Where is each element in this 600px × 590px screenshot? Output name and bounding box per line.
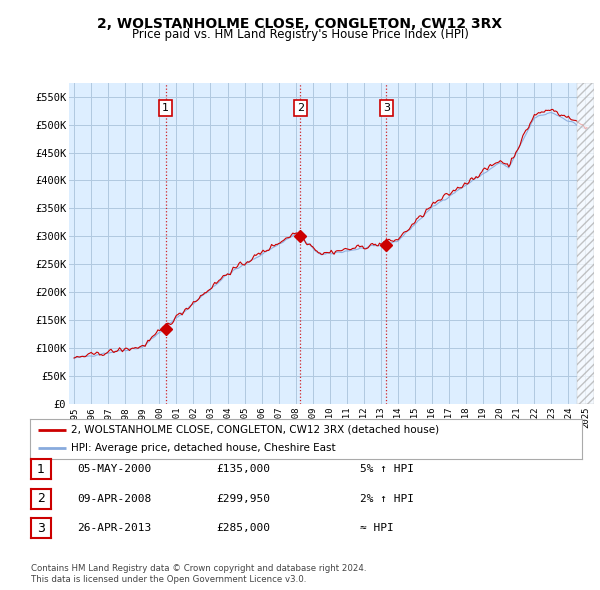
Text: 2: 2 [297,103,304,113]
Text: 1: 1 [37,463,45,476]
Text: 3: 3 [37,522,45,535]
Text: 09-APR-2008: 09-APR-2008 [77,494,151,503]
Text: £299,950: £299,950 [216,494,270,503]
Text: Contains HM Land Registry data © Crown copyright and database right 2024.: Contains HM Land Registry data © Crown c… [31,565,367,573]
Text: £135,000: £135,000 [216,464,270,474]
Text: 26-APR-2013: 26-APR-2013 [77,523,151,533]
Text: ≈ HPI: ≈ HPI [360,523,394,533]
Text: £285,000: £285,000 [216,523,270,533]
Text: 2% ↑ HPI: 2% ↑ HPI [360,494,414,503]
Text: 1: 1 [162,103,169,113]
Text: 05-MAY-2000: 05-MAY-2000 [77,464,151,474]
Text: This data is licensed under the Open Government Licence v3.0.: This data is licensed under the Open Gov… [31,575,307,584]
Text: 2: 2 [37,492,45,505]
Text: 3: 3 [383,103,390,113]
Text: HPI: Average price, detached house, Cheshire East: HPI: Average price, detached house, Ches… [71,443,336,453]
Text: 2, WOLSTANHOLME CLOSE, CONGLETON, CW12 3RX: 2, WOLSTANHOLME CLOSE, CONGLETON, CW12 3… [97,17,503,31]
Text: 5% ↑ HPI: 5% ↑ HPI [360,464,414,474]
Text: 2, WOLSTANHOLME CLOSE, CONGLETON, CW12 3RX (detached house): 2, WOLSTANHOLME CLOSE, CONGLETON, CW12 3… [71,425,440,435]
Text: Price paid vs. HM Land Registry's House Price Index (HPI): Price paid vs. HM Land Registry's House … [131,28,469,41]
